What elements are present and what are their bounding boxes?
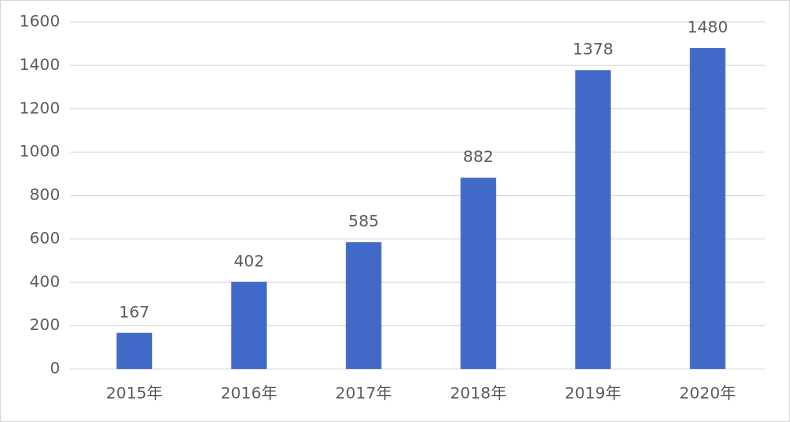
- bar: [345, 242, 382, 369]
- x-tick-label: 2018年: [450, 384, 507, 403]
- bar: [460, 177, 497, 369]
- y-tick-label: 0: [50, 359, 60, 378]
- y-tick-label: 200: [29, 315, 60, 334]
- y-tick-label: 800: [29, 185, 60, 204]
- y-tick-label: 1200: [19, 98, 60, 117]
- data-label: 1378: [573, 40, 614, 59]
- bar: [575, 70, 611, 370]
- x-tick-label: 2020年: [679, 384, 736, 403]
- y-tick-label: 600: [29, 228, 60, 247]
- x-tick-label: 2017年: [335, 384, 392, 403]
- data-label: 402: [234, 251, 265, 270]
- y-tick-label: 1000: [19, 142, 60, 161]
- bar: [116, 332, 153, 369]
- data-label: 585: [348, 212, 379, 231]
- x-tick-label: 2015年: [106, 384, 163, 403]
- y-tick-label: 400: [29, 272, 60, 291]
- x-tick-label: 2019年: [565, 384, 622, 403]
- y-tick-label: 1400: [19, 55, 60, 74]
- data-label: 1480: [687, 18, 728, 37]
- bar: [231, 281, 267, 369]
- y-tick-label: 1600: [19, 12, 60, 31]
- bar: [689, 48, 726, 370]
- data-label: 882: [463, 147, 494, 166]
- x-tick-label: 2016年: [221, 384, 278, 403]
- data-label: 167: [119, 302, 150, 321]
